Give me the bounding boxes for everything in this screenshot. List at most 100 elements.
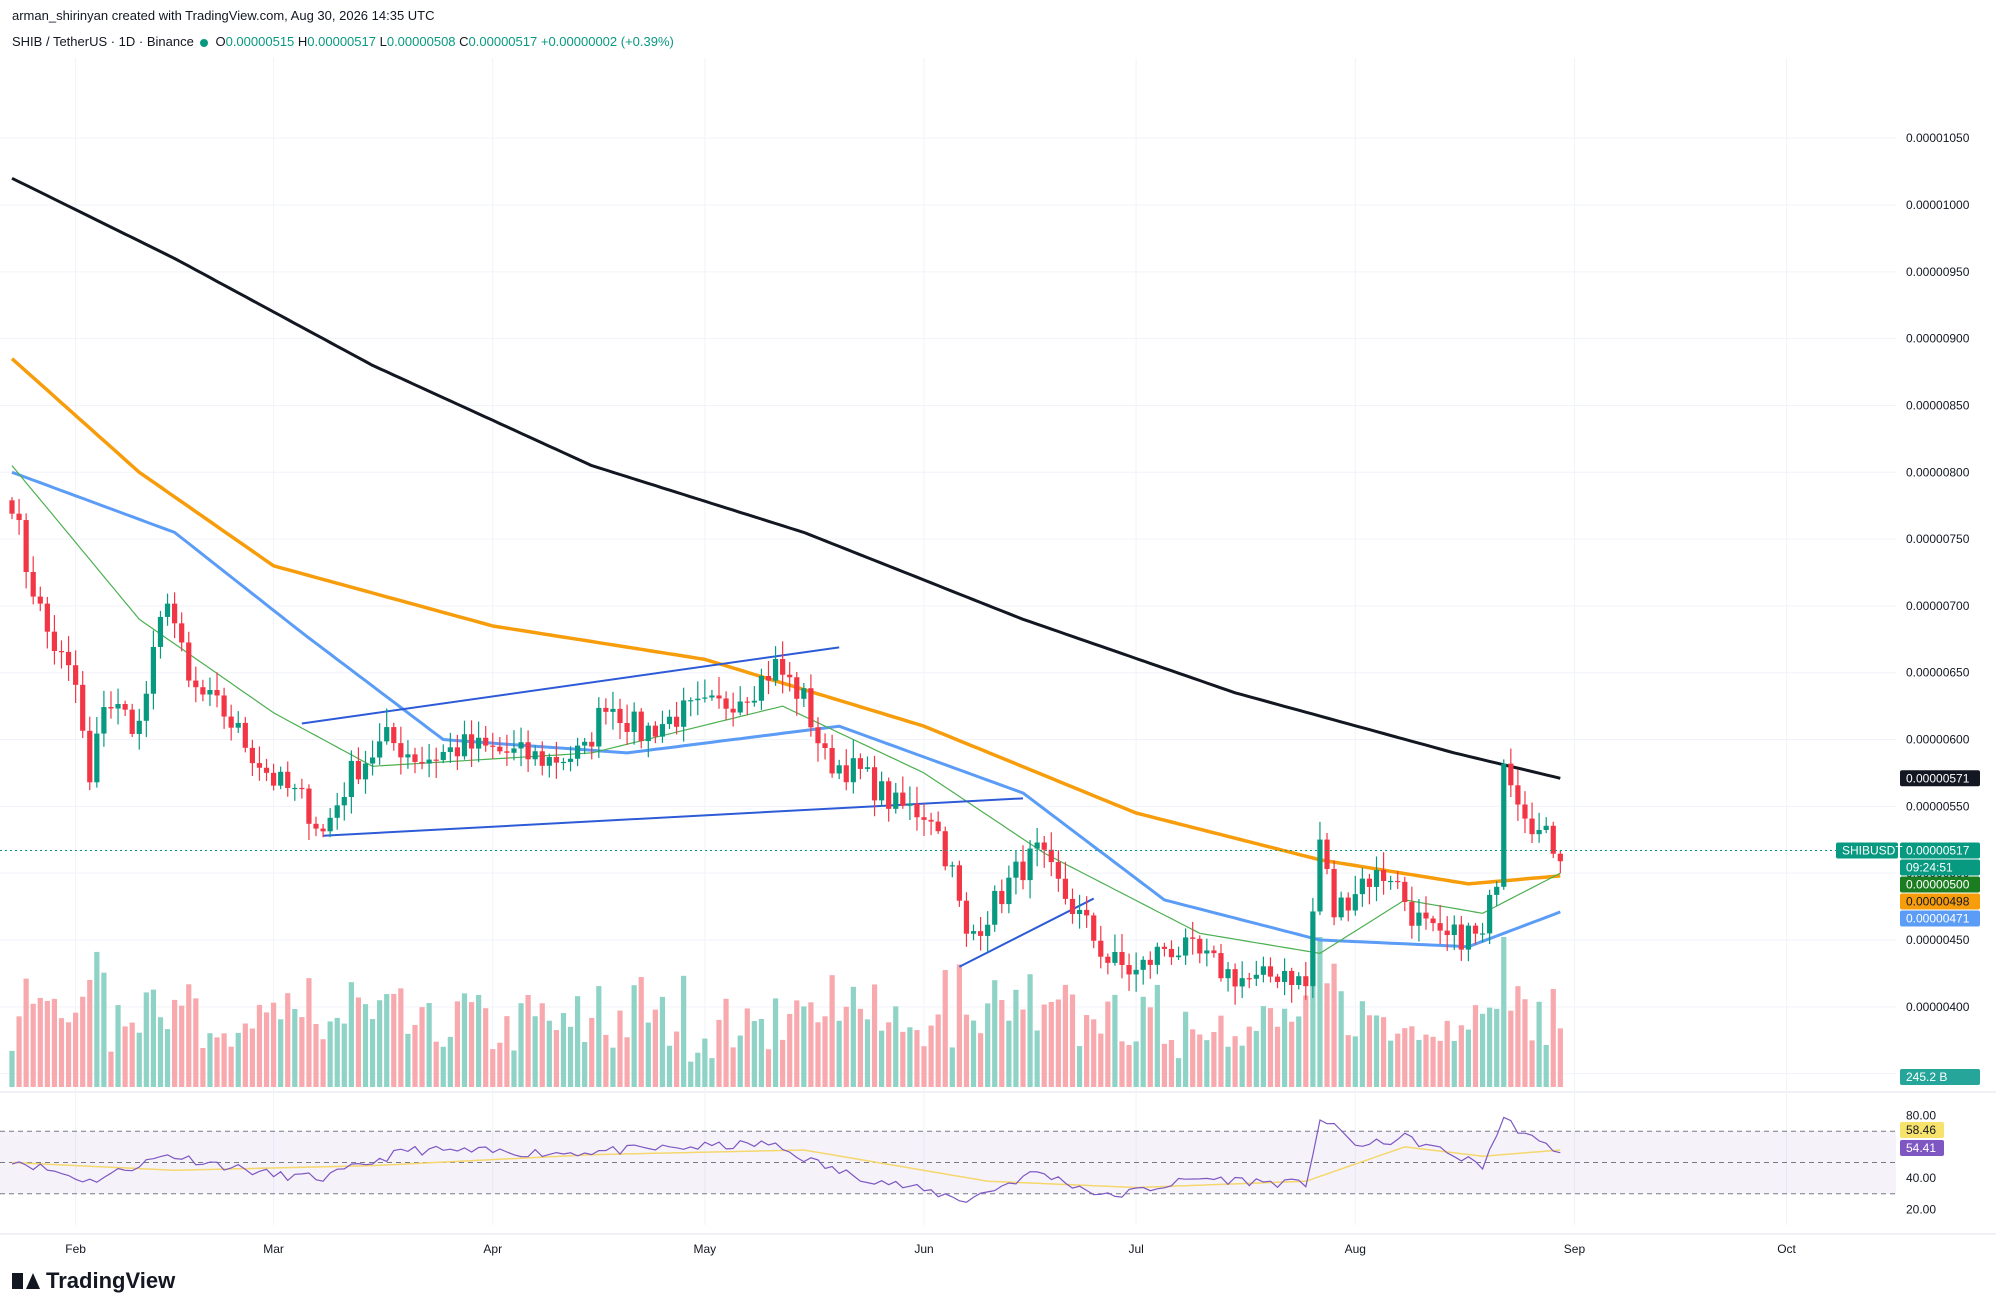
candle-body — [730, 708, 736, 713]
candle-body — [1239, 978, 1245, 987]
price-label-last: 0.00000517 — [1900, 842, 1980, 859]
volume-bar — [9, 1050, 15, 1087]
candle — [553, 741, 559, 779]
candle-body — [1020, 861, 1026, 881]
candle — [638, 708, 644, 749]
volume-bar — [65, 1022, 72, 1087]
candle — [808, 674, 814, 737]
volume-bar — [129, 1022, 135, 1087]
candle-body — [1253, 974, 1259, 979]
candle-body — [157, 616, 164, 647]
volume-bar — [999, 1000, 1005, 1087]
candle-body — [1013, 861, 1019, 878]
candle-body — [1232, 969, 1238, 987]
volume-bar — [256, 1004, 263, 1087]
candle-body — [582, 741, 588, 746]
candle — [1211, 945, 1217, 958]
volume-bar — [1183, 1011, 1189, 1087]
volume-bar — [589, 1017, 595, 1087]
volume-bar — [1366, 1015, 1373, 1087]
volume-bar — [1557, 1028, 1563, 1087]
symbol-legend: SHIB / TetherUS · 1D · Binance O0.000005… — [12, 34, 674, 49]
volume-bar — [440, 1046, 446, 1087]
candle — [313, 816, 319, 837]
price-label-box — [1900, 770, 1980, 787]
candle-body — [207, 690, 213, 695]
candle-body — [673, 716, 680, 727]
volume-bar — [447, 1036, 453, 1087]
tradingview-logo[interactable]: TradingView — [12, 1268, 175, 1294]
candle — [468, 720, 475, 767]
volume-bar — [518, 1003, 524, 1087]
candle — [1091, 912, 1097, 949]
volume-bar — [659, 996, 666, 1087]
candle — [1069, 888, 1076, 924]
candle-body — [476, 737, 482, 749]
candle-body — [1190, 937, 1196, 939]
candle — [525, 730, 531, 772]
candle — [942, 826, 948, 871]
volume-bar — [1140, 996, 1146, 1087]
candle — [1225, 962, 1231, 992]
candle — [285, 761, 291, 797]
candle — [292, 783, 298, 801]
candle — [207, 677, 213, 707]
volume-bar — [454, 1001, 461, 1087]
volume-bar — [702, 1038, 708, 1087]
candle-body — [1536, 830, 1542, 835]
volume-bar — [51, 998, 58, 1087]
candle — [172, 592, 178, 639]
candle-body — [483, 737, 489, 746]
price-label-ma20: 0.00000500 — [1900, 876, 1980, 893]
candle-body — [94, 733, 100, 783]
price-label-box — [1900, 910, 1980, 927]
price-tick-label: 0.00000650 — [1906, 666, 1970, 680]
volume-bar — [772, 998, 779, 1087]
candle-body — [575, 745, 581, 759]
volume-bar — [511, 1050, 517, 1087]
volume-bar — [857, 1008, 863, 1087]
candle-body — [1006, 877, 1012, 905]
candle — [716, 677, 722, 709]
candle — [985, 911, 991, 953]
candle-body — [1529, 818, 1535, 835]
candle-body — [907, 803, 913, 806]
candle-body — [1345, 897, 1351, 911]
volume-bar — [412, 1024, 418, 1087]
time-tick-label: Sep — [1564, 1242, 1586, 1256]
volume-bar — [815, 1022, 821, 1087]
volume-bar — [1274, 1026, 1281, 1087]
time-tick-label: May — [694, 1242, 717, 1256]
candle-body — [320, 828, 326, 832]
candle-body — [313, 823, 319, 829]
price-label-text: 0.00000471 — [1906, 911, 1970, 925]
open-value: 0.00000515 — [225, 34, 295, 49]
symbol-title[interactable]: SHIB / TetherUS · 1D · Binance — [12, 34, 194, 49]
time-tick-label: Jul — [1128, 1242, 1143, 1256]
volume-bar — [172, 999, 178, 1087]
volume-bar — [37, 997, 43, 1087]
candle-body — [1550, 825, 1556, 854]
candle — [16, 498, 22, 535]
candle-body — [518, 742, 524, 749]
candle — [935, 811, 941, 834]
candle — [299, 778, 305, 799]
volume-bar — [1133, 1041, 1139, 1087]
candle — [334, 792, 340, 830]
candles — [9, 497, 1563, 1005]
candle — [1239, 961, 1245, 999]
candle — [963, 892, 970, 947]
volume-bar — [193, 998, 199, 1087]
volume-bar — [1190, 1029, 1196, 1087]
volume-bar — [1260, 1006, 1266, 1087]
candle-body — [702, 697, 708, 699]
price-label-box — [1900, 859, 1980, 876]
volume-bar — [928, 1025, 934, 1087]
volume-bar — [426, 1003, 432, 1087]
volume-bar — [73, 1012, 79, 1087]
volume-bar — [744, 1008, 750, 1087]
change-value: +0.00000002 (+0.39%) — [540, 34, 674, 49]
volume-bar — [1423, 1034, 1429, 1087]
candle — [829, 734, 835, 778]
